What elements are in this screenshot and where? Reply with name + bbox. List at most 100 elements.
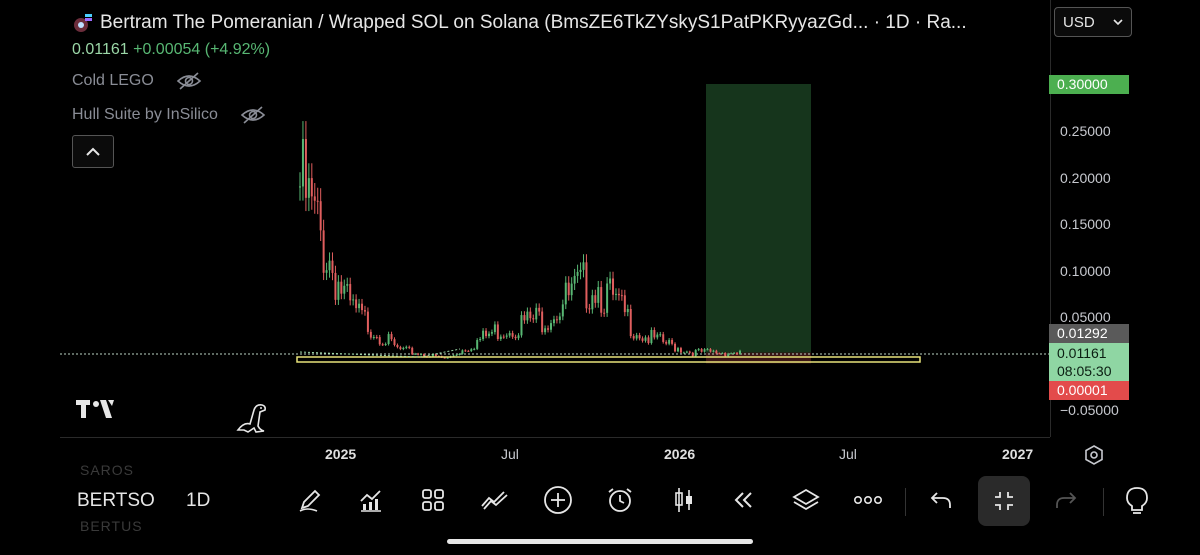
candle-body [417,353,420,355]
exit-fullscreen-button[interactable] [978,476,1030,526]
alarm-icon [608,488,632,512]
current-price-value: 0.01161 [1057,345,1107,361]
target-zone-rect[interactable] [706,84,811,353]
currency-select[interactable]: USD [1054,7,1132,37]
candles-icon [675,488,692,512]
candle-body [490,332,493,334]
candle-body [600,287,603,313]
candle-body [310,178,313,197]
candle-body [529,311,532,319]
replay-button[interactable] [726,482,762,518]
candle-body [739,350,741,355]
candle-body [393,339,396,345]
long-position-target-zone[interactable] [706,84,811,364]
candle-body [322,230,325,273]
price-axis-divider [1050,0,1051,437]
candle-body [706,349,709,351]
more-icon [853,495,882,505]
fullscreen-exit-icon [995,492,1013,510]
symbol-scroll-prev[interactable]: SAROS [80,462,135,478]
price-chart[interactable] [0,0,1050,437]
layouts-button[interactable] [415,482,451,518]
candle-body [378,337,381,345]
candle-body [591,295,594,310]
candle-body [479,338,482,341]
candle-body [609,278,612,284]
candle-body [384,343,387,345]
candle-body [487,333,490,337]
compare-button[interactable] [477,482,513,518]
candle-body [632,336,635,339]
candle-body [715,350,718,354]
candle-body [334,272,337,300]
price-tick: −0.05000 [1060,402,1119,418]
layers-icon [792,488,820,511]
ideas-button[interactable] [1122,482,1152,518]
candle-body [361,303,364,311]
candle-body [414,353,417,355]
candle-body [641,338,644,341]
candle-body [340,281,343,294]
candle-body [461,350,464,354]
alerts-button[interactable] [602,482,638,518]
candle-body [319,201,322,231]
chevron-up-icon [86,147,100,156]
candle-body [656,334,659,338]
candle-body [629,309,632,337]
candle-body [443,357,446,359]
chart-title[interactable]: Bertram The Pomeranian / Wrapped SOL on … [100,12,967,33]
stop-zone-rect[interactable] [706,352,811,364]
drawing-tools-button[interactable] [292,482,328,518]
collapse-indicators-button[interactable] [72,135,114,168]
symbol-selector[interactable]: BERTSO [77,490,155,511]
candle-body [517,335,520,339]
candle-body [452,355,455,357]
candles [299,121,741,359]
candle-body [555,319,558,321]
candle-body [697,349,700,351]
toolbar-separator [1103,488,1104,516]
candle-body [482,330,485,339]
undo-button[interactable] [923,482,959,518]
candle-body [299,186,301,188]
candle-body [674,343,677,352]
candle-body [520,315,523,336]
tradingview-logo-icon [76,400,114,418]
candle-body [544,328,547,333]
add-button[interactable] [540,482,576,518]
interval-selector[interactable]: 1D [186,490,211,511]
eye-off-icon[interactable] [240,105,266,125]
plus-circle-icon [544,486,572,514]
candle-body [399,347,402,350]
candle-body [650,330,653,344]
axis-settings-icon[interactable] [1083,444,1105,466]
candle-body [718,353,721,355]
symbol-scroll-next[interactable]: BERTUS [80,518,143,534]
candle-body [682,352,685,354]
candle-body [358,303,361,309]
candle-body [685,351,688,353]
chart-type-button[interactable] [666,482,702,518]
indicators-button[interactable] [353,482,389,518]
home-indicator[interactable] [447,539,753,544]
more-button[interactable] [850,482,886,518]
price-tick: 0.10000 [1060,263,1111,279]
candle-body [372,337,375,339]
object-tree-button[interactable] [788,482,824,518]
candle-body [671,339,674,344]
indicator-cold-lego[interactable]: Cold LEGO [72,71,202,91]
candle-body [691,352,694,357]
candle-body [538,307,541,312]
candle-body [349,284,352,301]
candle-body [712,350,715,352]
candle-body [343,285,346,294]
candle-body [567,282,570,296]
target-price-badge: 0.30000 [1049,75,1129,94]
candle-body [644,337,647,341]
redo-button[interactable] [1048,482,1084,518]
candle-body [514,336,517,339]
eye-off-icon[interactable] [176,71,202,91]
time-tick: Jul [839,446,857,462]
indicator-hull-suite[interactable]: Hull Suite by InSilico [72,105,266,125]
support-rectangle[interactable] [296,356,921,363]
